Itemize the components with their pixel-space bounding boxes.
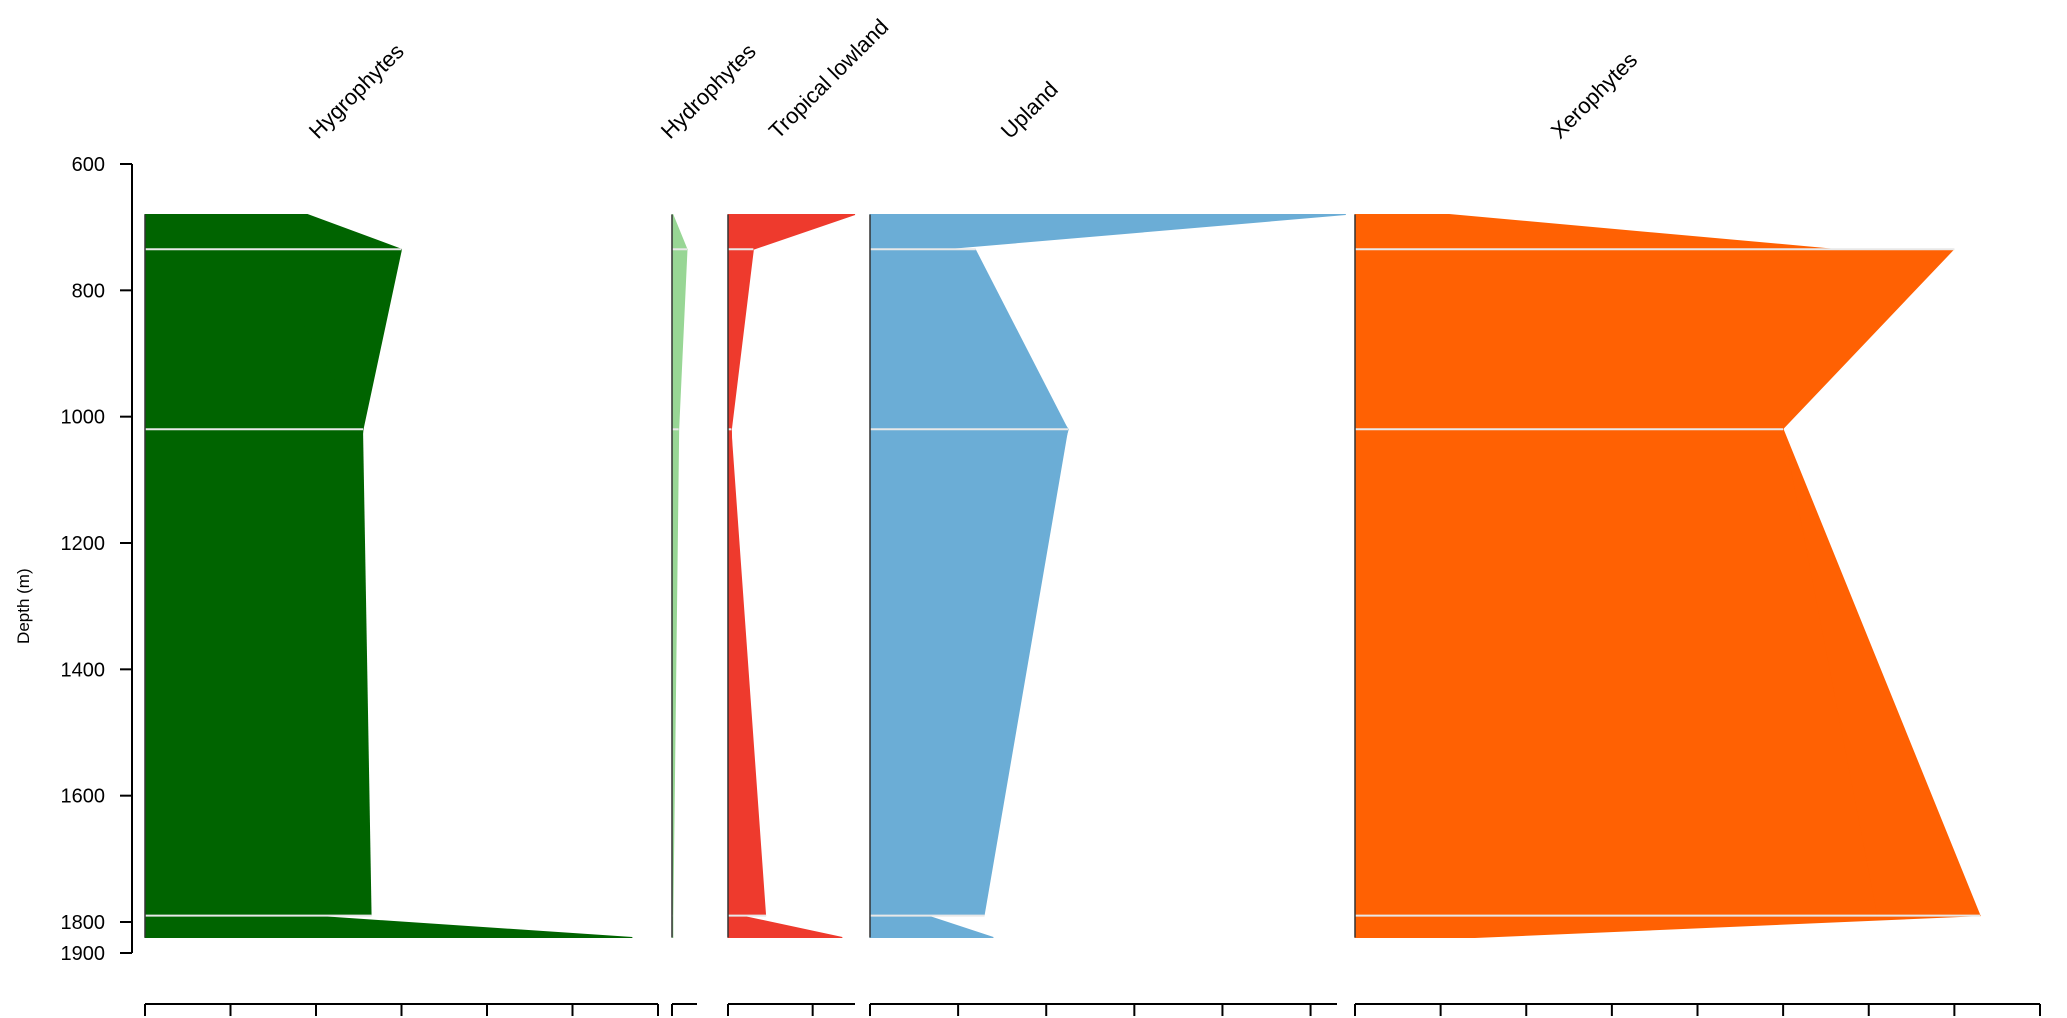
y-tick-label: 1200 xyxy=(61,533,106,555)
y-axis: 600 800 1000 1200 1400 1600 1800 1900 Depth (m) xyxy=(14,154,133,965)
panel-title: Tropical lowland xyxy=(764,14,894,144)
y-tick-label: 1800 xyxy=(61,912,106,934)
y-tick-label: 1000 xyxy=(61,407,106,429)
y-tick-label: 800 xyxy=(72,280,105,302)
panel-title: Hygrophytes xyxy=(304,39,409,144)
panel-xerophytes: 1020304050607080Xerophytes xyxy=(1354,47,2041,1016)
panel-title: Upland xyxy=(996,77,1063,144)
panel-title: Hydrophytes xyxy=(656,39,761,144)
panel-tropical-lowland: 10Tropical lowland xyxy=(727,14,894,1016)
panel-title: Xerophytes xyxy=(1546,47,1642,143)
y-tick-label: 600 xyxy=(72,154,105,176)
panel-hygrophytes: 102030405060Hygrophytes xyxy=(144,39,659,1016)
series-area-profile xyxy=(1355,249,1955,916)
y-tick-label: 1400 xyxy=(61,659,106,681)
y-tick-label: 1900 xyxy=(61,943,106,965)
y-tick-label: 1600 xyxy=(61,786,106,808)
series-area-profile xyxy=(728,249,767,916)
series-area-profile xyxy=(870,249,1069,916)
panel-upland: 1020304050Upland xyxy=(869,77,1346,1016)
y-axis-label: Depth (m) xyxy=(14,568,33,644)
series-area-profile xyxy=(145,249,372,916)
series-area-profile xyxy=(672,249,682,916)
